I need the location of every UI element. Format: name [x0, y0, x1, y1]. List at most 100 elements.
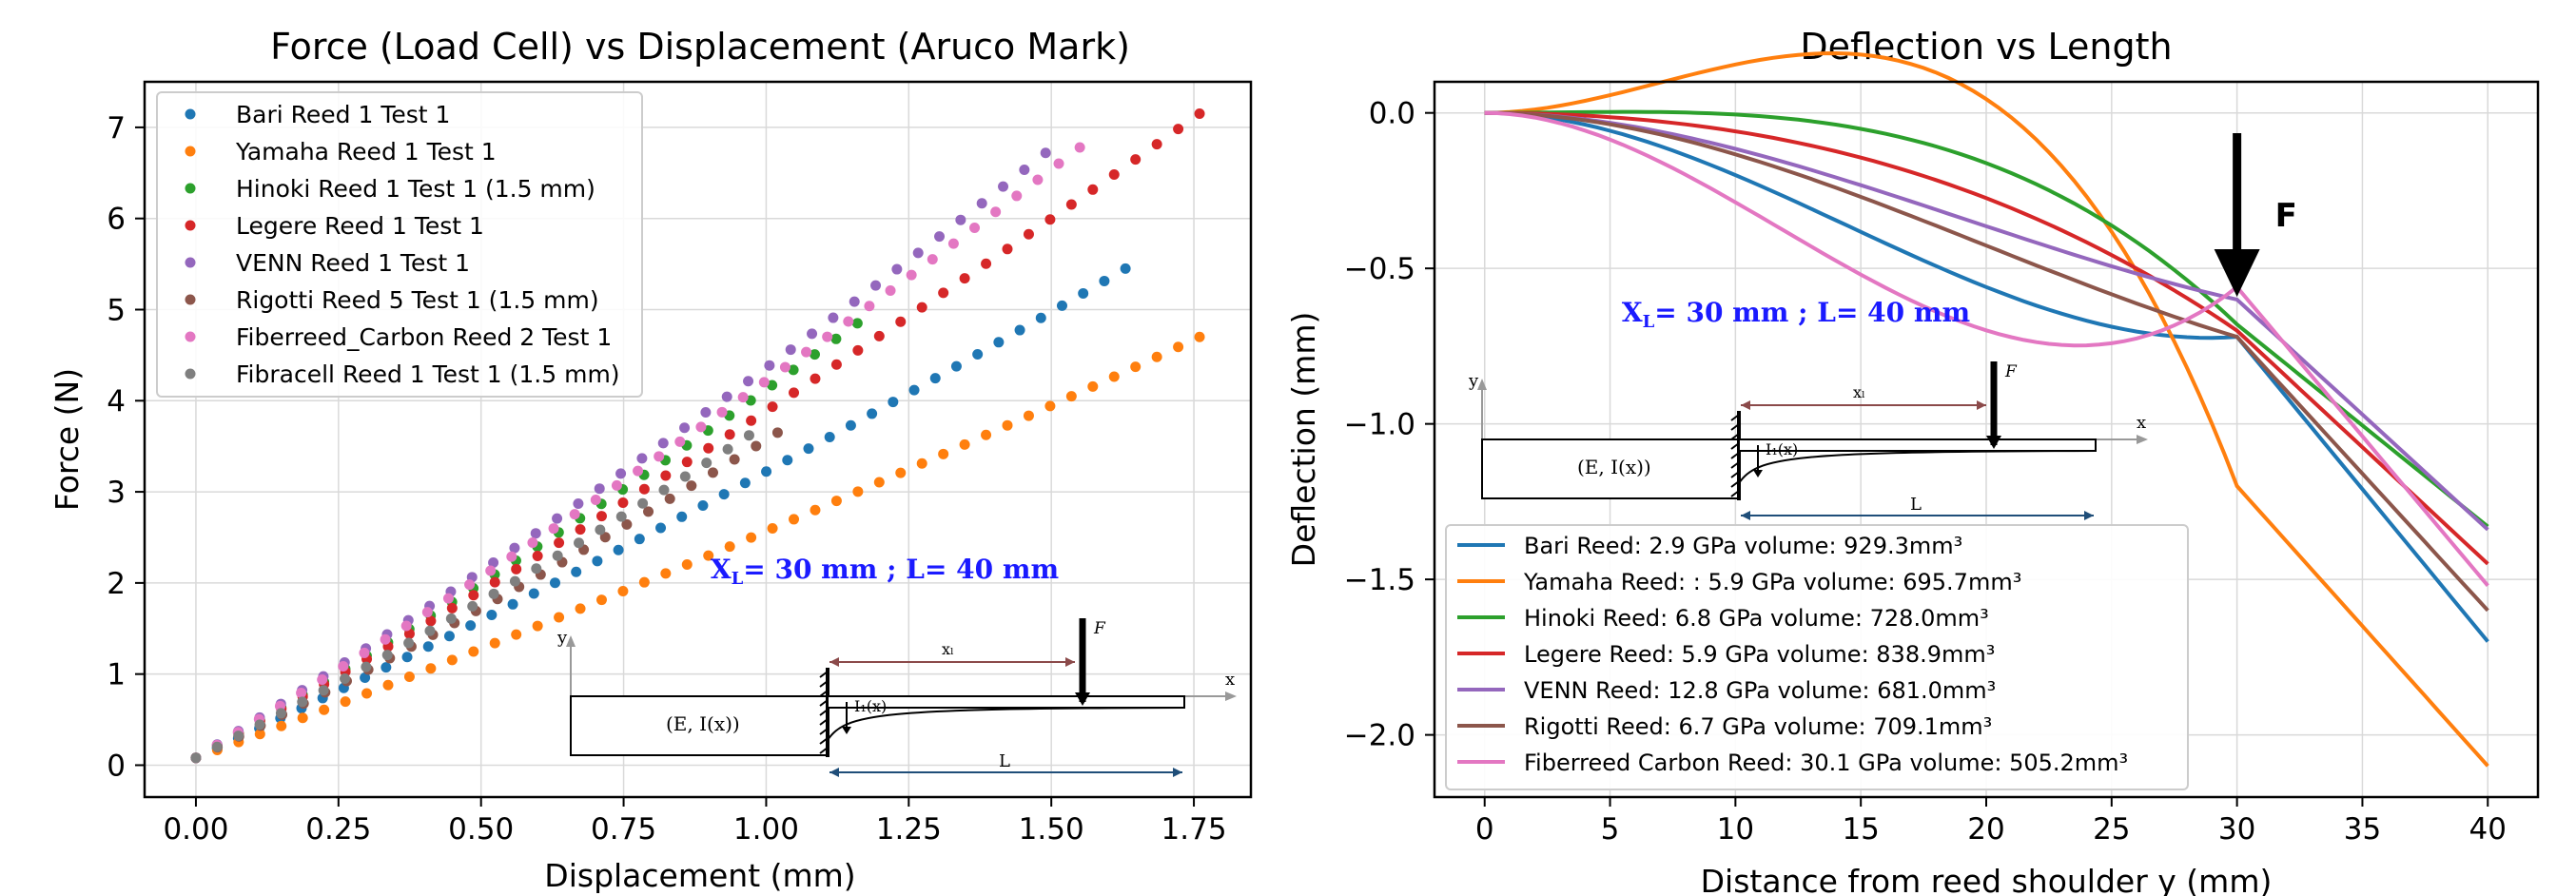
data-point [361, 661, 372, 672]
right-diagram-y-arrow [1477, 379, 1487, 390]
left-y-tick-label: 3 [107, 476, 126, 510]
data-point [506, 551, 517, 562]
data-point [959, 438, 970, 450]
data-point [1056, 300, 1067, 311]
data-point [446, 602, 458, 614]
left-x-tick-label: 1.50 [1019, 812, 1084, 847]
data-point [633, 465, 644, 477]
data-point [552, 550, 563, 561]
data-point [830, 333, 842, 344]
right-heading-sub: L [1643, 312, 1655, 332]
data-point [700, 406, 712, 418]
data-point [575, 524, 586, 536]
data-point [743, 430, 754, 441]
data-point [621, 518, 633, 530]
data-point [1078, 287, 1089, 299]
left-legend-label: Yamaha Reed 1 Test 1 [235, 138, 497, 166]
data-point [548, 523, 559, 535]
left-x-axis-label: Displacement (mm) [544, 857, 855, 894]
data-point [445, 613, 457, 624]
left-legend: Bari Reed 1 Test 1 Yamaha Reed 1 Test 1 Hi… [156, 91, 643, 398]
left-y-axis-label: Force (N) [49, 368, 86, 511]
right-x-tick-label: 5 [1601, 812, 1620, 847]
right-diagram-hatch [1730, 433, 1740, 440]
data-point [425, 615, 437, 627]
data-point [674, 436, 686, 447]
right-x-tick-label: 30 [2218, 812, 2255, 847]
right-chart-title: Deflection vs Length [1800, 26, 2172, 68]
right-y-axis-label: Deflection (mm) [1285, 312, 1322, 568]
right-diagram-xl-arrow-left [1741, 400, 1750, 410]
data-point [801, 346, 812, 358]
data-point [895, 467, 907, 478]
data-point [703, 550, 714, 561]
right-x-tick-label: 35 [2344, 812, 2381, 847]
left-legend-label: Bari Reed 1 Test 1 [236, 101, 450, 128]
data-point [947, 238, 959, 249]
data-point [938, 287, 949, 299]
right-x-tick-label: 20 [1967, 812, 2004, 847]
data-point [660, 470, 672, 481]
force-label: F [2275, 197, 2297, 235]
right-diagram-l-arrow-right [2084, 511, 2094, 520]
right-legend-label: VENN Reed: 12.8 GPa volume: 681.0mm³ [1524, 677, 1996, 704]
data-point [554, 537, 565, 549]
data-point [599, 532, 611, 543]
data-point [681, 558, 693, 570]
data-point [422, 641, 434, 653]
data-point [638, 576, 650, 588]
data-point [1023, 228, 1034, 240]
data-point [318, 685, 329, 696]
left-diagram-hatch [819, 671, 829, 678]
left-x-tick-label: 0.75 [591, 812, 656, 847]
data-point [938, 448, 949, 459]
data-point [488, 557, 499, 569]
left-diagram-hatch [819, 728, 829, 735]
data-point [895, 316, 907, 327]
data-point [830, 496, 842, 507]
left-legend-marker [185, 220, 196, 231]
data-point [527, 536, 538, 548]
data-point [595, 524, 606, 536]
data-point [296, 687, 307, 698]
data-point [425, 663, 437, 674]
right-diagram-heading: XL= 30 mm ; L= 40 mm [1622, 297, 1970, 332]
data-point [771, 427, 783, 438]
data-point [594, 483, 605, 495]
data-point [590, 495, 601, 506]
data-point [972, 348, 984, 360]
left-diagram-l-label: L [999, 751, 1010, 771]
data-point [511, 563, 522, 575]
right-legend-box [1445, 524, 2189, 790]
data-point [851, 318, 863, 329]
data-point [782, 455, 793, 466]
data-point [660, 568, 672, 579]
data-point [340, 673, 351, 685]
data-point [788, 364, 799, 376]
data-point [822, 331, 833, 342]
data-point [870, 280, 882, 291]
data-point [701, 458, 712, 469]
data-point [722, 443, 733, 455]
right-legend-label: Hinoki Reed: 6.8 GPa volume: 728.0mm³ [1524, 605, 1989, 632]
data-point [531, 563, 542, 575]
left-y-tick-label: 0 [107, 749, 126, 783]
data-point [655, 522, 667, 534]
right-y-tick-label: −0.5 [1344, 252, 1415, 286]
left-diagram-xl-arrow-left [829, 657, 839, 667]
left-diagram-hatch [819, 737, 829, 745]
data-point [1194, 108, 1205, 120]
right-diagram-l-arrow-left [1741, 511, 1750, 520]
data-point [955, 214, 966, 225]
right-x-tick-label: 40 [2469, 812, 2507, 847]
left-diagram-force-label: F [1093, 619, 1106, 638]
right-diagram-beam [1738, 438, 2097, 452]
right-y-tick-label: −2.0 [1344, 719, 1415, 753]
data-point [824, 431, 835, 442]
data-point [761, 466, 772, 477]
right-y-tick-label: −1.5 [1344, 563, 1415, 597]
data-point [810, 504, 821, 516]
data-point [1032, 174, 1044, 185]
data-point [359, 647, 370, 658]
